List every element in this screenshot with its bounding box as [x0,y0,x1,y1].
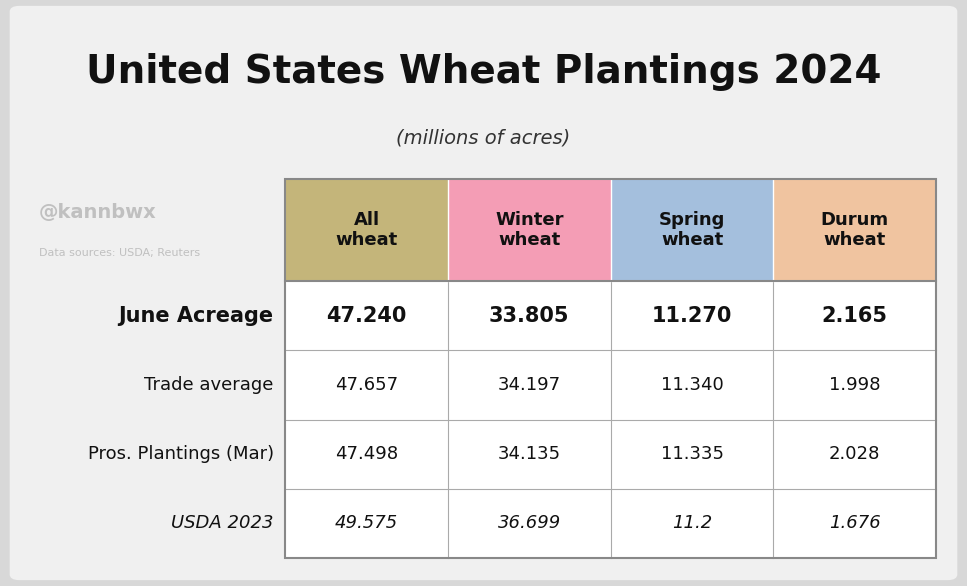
Text: 47.657: 47.657 [335,376,398,394]
Text: (millions of acres): (millions of acres) [396,129,571,148]
Text: 34.135: 34.135 [498,445,561,463]
Text: June Acreage: June Acreage [119,306,274,326]
Text: USDA 2023: USDA 2023 [171,515,274,532]
Text: 11.270: 11.270 [652,306,732,326]
Text: 1.676: 1.676 [829,515,881,532]
Text: 36.699: 36.699 [498,515,561,532]
Text: @kannbwx: @kannbwx [39,203,157,222]
Text: 49.575: 49.575 [335,515,398,532]
Text: Winter
wheat: Winter wheat [495,210,564,250]
Text: Trade average: Trade average [144,376,274,394]
Text: Spring
wheat: Spring wheat [659,210,725,250]
Text: 11.335: 11.335 [660,445,723,463]
Text: United States Wheat Plantings 2024: United States Wheat Plantings 2024 [86,53,881,91]
Text: 1.998: 1.998 [829,376,881,394]
Text: 47.498: 47.498 [335,445,398,463]
Text: Durum
wheat: Durum wheat [821,210,889,250]
Text: 33.805: 33.805 [489,306,570,326]
Text: Data sources: USDA; Reuters: Data sources: USDA; Reuters [39,248,200,258]
Text: 2.165: 2.165 [822,306,888,326]
Text: 11.2: 11.2 [672,515,712,532]
Text: 47.240: 47.240 [327,306,407,326]
Text: All
wheat: All wheat [336,210,397,250]
Text: 11.340: 11.340 [660,376,723,394]
Text: 34.197: 34.197 [498,376,561,394]
Text: 2.028: 2.028 [829,445,880,463]
Text: Pros. Plantings (Mar): Pros. Plantings (Mar) [88,445,274,463]
